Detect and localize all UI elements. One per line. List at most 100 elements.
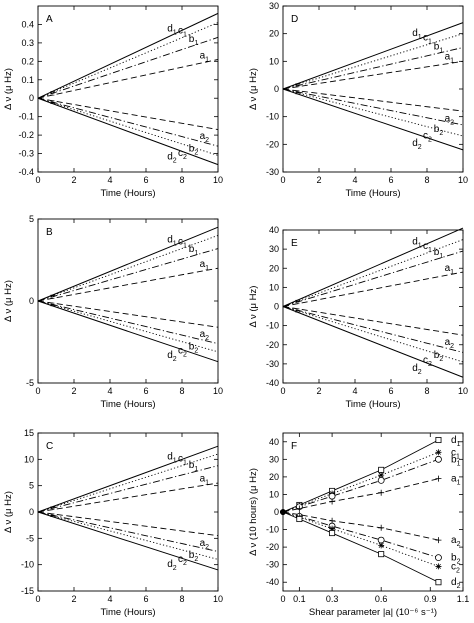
y-tick-label: 0.4 xyxy=(21,19,34,29)
y-tick-label: -40 xyxy=(266,577,279,587)
x-tick-label: 10 xyxy=(458,386,468,396)
series-point-b1 xyxy=(435,455,442,463)
x-tick-label: 0 xyxy=(280,594,285,604)
series-line-c1 xyxy=(282,33,464,90)
series-line-c2 xyxy=(37,511,219,560)
y-tick-label: -30 xyxy=(266,560,279,570)
y-axis-label: Δ ν (μ Hz) xyxy=(248,286,259,328)
panel-letter: A xyxy=(46,14,53,25)
series-label-d2: d2 xyxy=(167,151,177,164)
series-label-c2: c2 xyxy=(423,355,432,368)
series-point-d2 xyxy=(435,579,442,586)
series-line-d1 xyxy=(282,227,464,307)
y-tick-label: 10 xyxy=(269,489,279,499)
series-label-c1: c1 xyxy=(423,241,432,254)
series-label-c1: c1 xyxy=(178,454,187,467)
panel-letter: E xyxy=(291,238,298,249)
series-label-c2: c2 xyxy=(178,554,187,567)
series-line-c2 xyxy=(37,97,219,156)
x-tick-label: 0 xyxy=(280,175,285,185)
series-line-b1 xyxy=(37,248,219,302)
y-tick-label: 10 xyxy=(24,454,34,464)
x-tick-label: 1.1 xyxy=(457,594,470,604)
series-point-a2 xyxy=(435,537,442,544)
y-tick-label: -10 xyxy=(266,112,279,122)
y-tick-label: -20 xyxy=(266,542,279,552)
y-tick-label: 0.1 xyxy=(21,75,34,85)
y-tick-label: -20 xyxy=(266,340,279,350)
series-point-d2 xyxy=(296,516,303,523)
x-axis-label: Shear parameter |a| (10⁻⁶ s⁻¹) xyxy=(309,607,437,618)
series-point-b2 xyxy=(435,554,442,562)
series-line-d2 xyxy=(282,511,439,583)
y-tick-label: -20 xyxy=(266,139,279,149)
panel-a: 0 2 4 6 8 10 -0.4 -0.3 -0.2 -0.1 0 0.1 0.2 0.3 0.4 Time… xyxy=(3,5,223,199)
y-tick-label: -10 xyxy=(266,525,279,535)
series-line-d1 xyxy=(282,439,439,513)
x-tick-label: 6 xyxy=(143,594,148,604)
y-tick-label: -0.3 xyxy=(18,149,34,159)
series-label-a2: a2 xyxy=(445,113,455,126)
series-label-c2: c2 xyxy=(451,561,460,574)
y-tick-label: 0 xyxy=(29,296,34,306)
series-label-b1: b1 xyxy=(434,41,444,54)
series-label-a1: a1 xyxy=(451,474,461,487)
series-line-a2 xyxy=(282,511,439,541)
x-tick-label: 0.1 xyxy=(293,594,306,604)
series-label-b1: b1 xyxy=(189,244,199,257)
y-tick-label: -10 xyxy=(21,560,34,570)
series-point-c2 xyxy=(329,525,336,532)
x-axis-label: Time (Hours) xyxy=(100,399,155,410)
x-tick-label: 10 xyxy=(458,175,468,185)
y-tick-label: -40 xyxy=(266,378,279,388)
series-point-d1 xyxy=(378,466,385,473)
series-line-a2 xyxy=(282,306,464,336)
series-point-d2 xyxy=(378,551,385,558)
series-line-d1 xyxy=(37,445,219,513)
series-line-a2 xyxy=(282,88,464,112)
series-label-d1: d1 xyxy=(167,234,177,247)
series-label-b1: b1 xyxy=(189,460,199,473)
axes-frame xyxy=(282,5,464,173)
series-line-a1 xyxy=(37,482,219,513)
x-tick-label: 0.3 xyxy=(326,594,339,604)
y-tick-label: 30 xyxy=(269,1,279,11)
panel-c: 0 2 4 6 8 10 -15 -10 -5 0 5 10 15 Time (Hours) Δ ν (μ … xyxy=(3,428,223,618)
series-line-c1 xyxy=(282,239,464,307)
y-tick-label: 10 xyxy=(269,56,279,66)
y-tick-label: 10 xyxy=(269,282,279,292)
axes-frame xyxy=(282,432,464,592)
series-line-b2 xyxy=(37,97,219,147)
series-point-d1 xyxy=(435,437,442,444)
series-label-b2: b2 xyxy=(451,553,461,566)
x-tick-label: 8 xyxy=(179,175,184,185)
x-tick-label: 4 xyxy=(352,386,357,396)
panel-letter: D xyxy=(291,14,298,25)
y-tick-label: -0.2 xyxy=(18,130,34,140)
series-point-d2 xyxy=(329,530,336,537)
series-label-d1: d1 xyxy=(167,23,177,36)
axes-frame xyxy=(37,432,219,592)
series-label-b1: b1 xyxy=(434,247,444,260)
x-tick-label: 0 xyxy=(280,386,285,396)
series-label-d2: d2 xyxy=(167,559,177,572)
series-label-c2: c2 xyxy=(178,346,187,359)
series-point-a1 xyxy=(435,475,442,482)
y-tick-label: 0 xyxy=(274,302,279,312)
y-tick-label: -5 xyxy=(26,378,34,388)
series-label-a1: a1 xyxy=(445,263,455,276)
y-tick-label: -10 xyxy=(266,321,279,331)
y-tick-label: 20 xyxy=(269,29,279,39)
x-tick-label: 0 xyxy=(35,386,40,396)
y-tick-label: 15 xyxy=(24,428,34,438)
series-point-c2 xyxy=(435,563,442,570)
x-tick-label: 6 xyxy=(143,175,148,185)
series-label-b1: b1 xyxy=(451,454,461,467)
x-tick-label: 8 xyxy=(179,594,184,604)
y-tick-label: 0 xyxy=(29,507,34,517)
series-label-a2: a2 xyxy=(200,131,210,144)
panel-e: 0 2 4 6 8 10 -40 -30 -20 -10 0 10 20 30 40 Time (Hours)… xyxy=(248,225,468,410)
series-line-c2 xyxy=(282,88,464,137)
